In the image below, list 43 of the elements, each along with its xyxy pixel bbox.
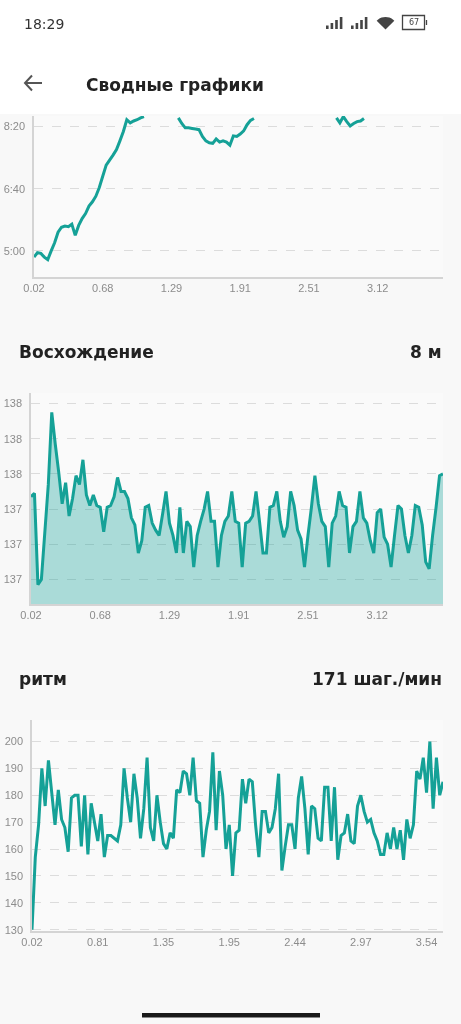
x-tick-label: 3.12 [366, 281, 389, 294]
y-tick-label: 137 [3, 538, 23, 551]
y-tick-label: 138 [3, 467, 23, 480]
x-tick-label: 2.44 [284, 935, 306, 948]
y-tick-label: 6:40 [3, 182, 26, 195]
y-tick-label: 138 [3, 397, 23, 410]
y-tick-label: 140 [4, 896, 24, 909]
x-tick-label: 1.91 [229, 281, 251, 294]
y-tick-label: 200 [4, 735, 24, 748]
y-tick-label: 5:00 [3, 244, 26, 257]
x-tick-label: 1.29 [158, 608, 181, 621]
x-tick-label: 0.68 [89, 608, 111, 621]
x-tick-label: 1.35 [152, 935, 175, 948]
y-tick-label: 170 [4, 815, 24, 828]
chart-title: ритм [19, 669, 67, 689]
y-tick-label: 8:20 [3, 120, 26, 133]
y-tick-label: 137 [3, 502, 23, 515]
x-tick-label: 1.95 [218, 935, 240, 948]
x-tick-label: 0.68 [92, 281, 114, 294]
x-tick-label: 3.12 [366, 608, 388, 621]
y-tick-label: 138 [3, 432, 23, 445]
x-tick-label: 2.51 [298, 281, 320, 294]
y-tick-label: 130 [4, 923, 24, 936]
y-tick-label: 137 [3, 573, 23, 586]
y-tick-label: 180 [4, 789, 24, 802]
text: 67 [409, 18, 420, 27]
chart-subtitle: 171 шаг./мин [312, 669, 443, 689]
y-tick-label: 190 [4, 762, 24, 775]
x-tick-label: 2.97 [350, 935, 372, 948]
y-tick-label: 160 [4, 842, 24, 855]
x-tick-label: 1.29 [160, 281, 183, 294]
x-tick-label: 0.02 [23, 281, 45, 294]
text: 18:29 [24, 16, 65, 32]
chart-title: Восхождение [19, 342, 154, 362]
x-tick-label: 3.54 [415, 935, 438, 948]
chart-title: Сводные графики [86, 75, 264, 95]
x-tick-label: 0.02 [21, 935, 43, 948]
chart-subtitle: 8 м [410, 342, 442, 362]
x-tick-label: 1.91 [228, 608, 250, 621]
x-tick-label: 0.81 [87, 935, 109, 948]
x-tick-label: 0.02 [20, 608, 42, 621]
y-tick-label: 150 [4, 869, 24, 882]
x-tick-label: 2.51 [297, 608, 319, 621]
